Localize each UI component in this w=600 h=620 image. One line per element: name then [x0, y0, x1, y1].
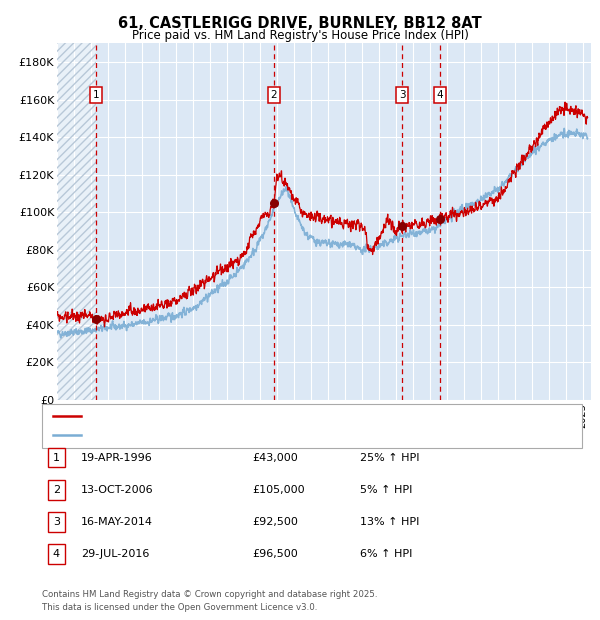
Text: 2: 2: [271, 90, 277, 100]
Text: 61, CASTLERIGG DRIVE, BURNLEY, BB12 8AT (semi-detached house): 61, CASTLERIGG DRIVE, BURNLEY, BB12 8AT …: [88, 412, 423, 422]
Text: 4: 4: [53, 549, 60, 559]
Text: 3: 3: [399, 90, 406, 100]
Text: 25% ↑ HPI: 25% ↑ HPI: [360, 453, 419, 463]
Text: 2: 2: [53, 485, 60, 495]
Text: Price paid vs. HM Land Registry's House Price Index (HPI): Price paid vs. HM Land Registry's House …: [131, 29, 469, 42]
Text: £43,000: £43,000: [252, 453, 298, 463]
Text: £96,500: £96,500: [252, 549, 298, 559]
Text: 16-MAY-2014: 16-MAY-2014: [81, 517, 153, 527]
Text: 13-OCT-2006: 13-OCT-2006: [81, 485, 154, 495]
Text: 4: 4: [436, 90, 443, 100]
Text: 3: 3: [53, 517, 60, 527]
Text: HPI: Average price, semi-detached house, Burnley: HPI: Average price, semi-detached house,…: [88, 430, 334, 440]
Text: 1: 1: [53, 453, 60, 463]
Text: 29-JUL-2016: 29-JUL-2016: [81, 549, 149, 559]
Bar: [57, 43, 96, 400]
Text: Contains HM Land Registry data © Crown copyright and database right 2025.
This d: Contains HM Land Registry data © Crown c…: [42, 590, 377, 613]
Text: £105,000: £105,000: [252, 485, 305, 495]
Text: 13% ↑ HPI: 13% ↑ HPI: [360, 517, 419, 527]
Text: £92,500: £92,500: [252, 517, 298, 527]
Text: 61, CASTLERIGG DRIVE, BURNLEY, BB12 8AT: 61, CASTLERIGG DRIVE, BURNLEY, BB12 8AT: [118, 16, 482, 30]
Bar: [57, 43, 96, 400]
Text: 1: 1: [92, 90, 99, 100]
Text: 5% ↑ HPI: 5% ↑ HPI: [360, 485, 412, 495]
Text: 6% ↑ HPI: 6% ↑ HPI: [360, 549, 412, 559]
Text: 19-APR-1996: 19-APR-1996: [81, 453, 153, 463]
